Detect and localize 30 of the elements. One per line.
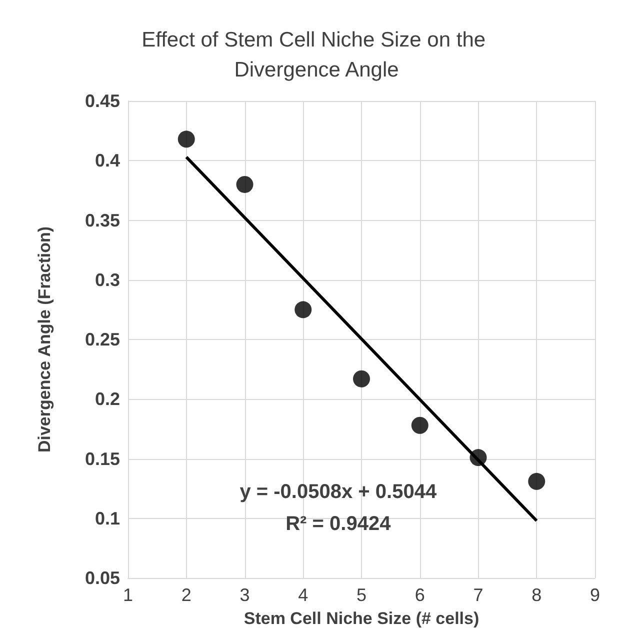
point xyxy=(411,416,428,434)
y-tick-label: 0.4 xyxy=(94,150,120,171)
y-tick-label: 0.35 xyxy=(84,210,120,230)
point xyxy=(178,130,195,148)
point xyxy=(236,176,254,193)
x-tick-label: 5 xyxy=(356,585,367,605)
x-tick-label: 2 xyxy=(181,585,192,605)
chart-title: Effect of Stem Cell Niche Size on the Divergence Angle xyxy=(142,28,492,82)
y-tick-label: 0.45 xyxy=(84,91,120,111)
point xyxy=(528,472,546,490)
y-axis-title: Divergence Angle (Fraction) xyxy=(35,226,54,453)
point xyxy=(294,301,312,318)
x-tick-label: 4 xyxy=(298,585,308,605)
x-tick-label: 8 xyxy=(532,585,542,605)
y-tick-label: 0.15 xyxy=(84,448,120,469)
y-tick-label: 0.05 xyxy=(84,568,120,588)
y-tick-label: 0.1 xyxy=(94,508,120,528)
annotation: R² = 0.9424 xyxy=(286,513,392,536)
x-tick-label: 9 xyxy=(590,585,600,605)
y-tick-label: 0.25 xyxy=(84,330,120,350)
x-tick-label: 6 xyxy=(414,585,425,605)
point xyxy=(470,449,487,466)
x-tick-label: 3 xyxy=(240,585,250,605)
x-tick-label: 1 xyxy=(122,585,134,605)
annotation: y = -0.0508x + 0.5044 xyxy=(240,481,438,504)
y-tick-label: 0.2 xyxy=(94,389,120,410)
x-axis-title: Stem Cell Niche Size (# cells) xyxy=(244,609,480,628)
y-tick-label: 0.3 xyxy=(94,270,120,290)
point xyxy=(353,370,370,388)
x-tick-label: 7 xyxy=(473,585,484,605)
